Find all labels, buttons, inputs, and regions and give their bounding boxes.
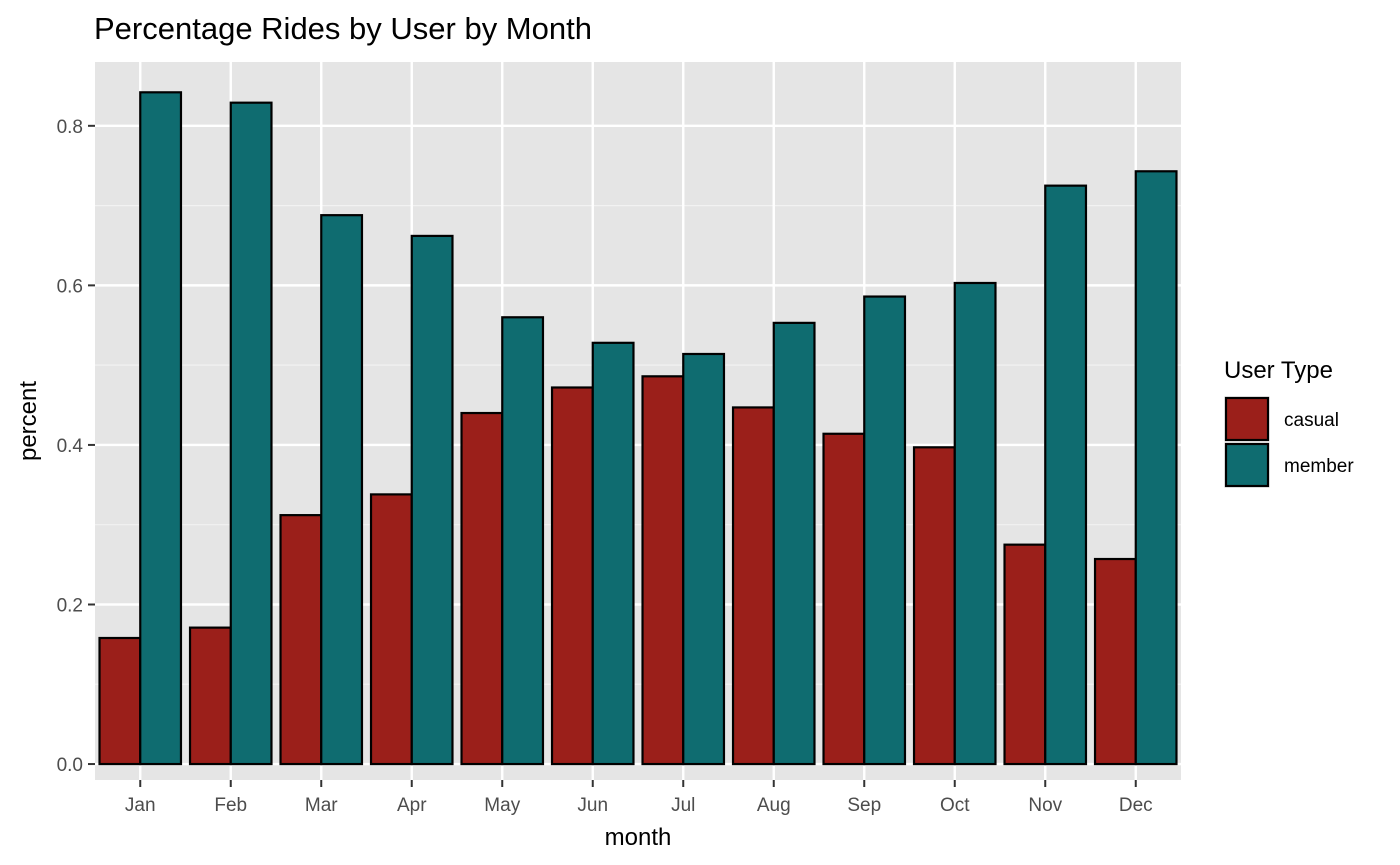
x-tick-label: Dec — [1119, 795, 1153, 816]
bar-casual-jul — [641, 375, 685, 766]
y-tick-label: 0.6 — [57, 276, 83, 297]
legend-label-casual: casual — [1284, 410, 1339, 431]
bar-casual-aug — [731, 406, 775, 766]
legend-label-member: member — [1284, 456, 1354, 477]
legend-swatch-casual — [1224, 396, 1270, 442]
bar-member-aug — [772, 321, 816, 766]
legend: User Type casual member — [1224, 357, 1354, 488]
y-axis-title: percent — [15, 381, 42, 461]
bar-casual-jan — [98, 636, 142, 766]
bar-casual-dec — [1093, 557, 1137, 766]
x-tick-label: Aug — [757, 795, 791, 816]
y-tick-label: 0.0 — [57, 755, 83, 776]
bar-casual-apr — [369, 493, 413, 766]
x-tick-label: May — [484, 795, 520, 816]
bars — [98, 91, 1178, 766]
x-tick-label: Nov — [1028, 795, 1062, 816]
x-tick-label: Apr — [397, 795, 427, 816]
chart-title: Percentage Rides by User by Month — [94, 11, 592, 46]
bar-casual-nov — [1003, 543, 1047, 766]
bar-member-apr — [410, 234, 454, 766]
x-tick-label: Jun — [577, 795, 608, 816]
x-tick-label: Feb — [214, 795, 247, 816]
bar-member-nov — [1044, 184, 1088, 766]
bar-member-dec — [1134, 170, 1178, 766]
bar-casual-jun — [550, 386, 594, 766]
y-tick-label: 0.8 — [57, 117, 83, 138]
bar-casual-feb — [188, 626, 232, 766]
bar-casual-oct — [912, 446, 956, 766]
x-tick-label: Jul — [671, 795, 695, 816]
x-tick-label: Sep — [847, 795, 881, 816]
x-tick-label: Mar — [305, 795, 338, 816]
bar-member-jan — [139, 91, 183, 766]
bar-member-jun — [591, 341, 635, 766]
y-tick-label: 0.4 — [57, 436, 84, 457]
x-axis-title: month — [605, 824, 672, 851]
y-tick-label: 0.2 — [57, 595, 83, 616]
x-tick-label: Jan — [125, 795, 156, 816]
bar-member-may — [501, 316, 545, 766]
bar-casual-sep — [822, 432, 866, 766]
plot-panel — [95, 62, 1181, 780]
bar-member-oct — [953, 281, 997, 766]
legend-swatch-member — [1224, 442, 1270, 488]
legend-title: User Type — [1224, 357, 1333, 384]
bar-member-jul — [682, 352, 726, 766]
bar-member-feb — [229, 101, 273, 766]
bar-member-sep — [863, 295, 907, 766]
bar-casual-mar — [279, 514, 323, 766]
bar-member-mar — [320, 214, 364, 766]
y-axis: 0.0 0.2 0.4 0.6 0.8 — [57, 117, 95, 776]
x-tick-label: Oct — [940, 795, 970, 816]
bar-casual-may — [460, 411, 504, 766]
x-axis: Jan Feb Mar Apr May Jun Jul Aug Sep Oct Nov Dec — [125, 780, 1153, 816]
